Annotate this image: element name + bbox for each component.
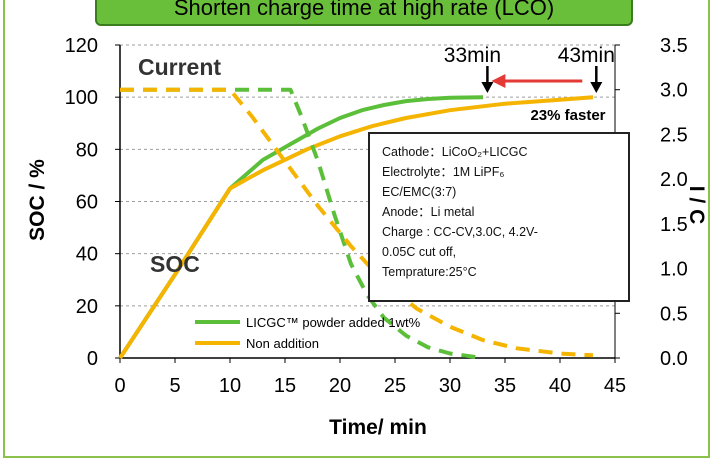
- y-tick-label: 0: [87, 348, 98, 370]
- slide-frame: [3, 0, 710, 458]
- x-tick-label: 5: [169, 375, 180, 397]
- current-series-line: [120, 87, 484, 360]
- y2-tick-label: 2.5: [660, 124, 688, 146]
- x-axis-title: Time/ min: [329, 416, 427, 439]
- y-tick-label: 40: [76, 244, 98, 266]
- x-tick-label: 35: [494, 375, 516, 397]
- legend-label: Non addition: [246, 336, 319, 351]
- down-arrow-head: [481, 82, 494, 93]
- soc-label: SOC: [150, 251, 200, 277]
- y2-tick-label: 1.5: [660, 214, 688, 236]
- info-line: Electrolyte：1M LiPF₆: [382, 165, 505, 179]
- y-tick-label: 120: [65, 35, 98, 57]
- y2-tick-label: 3.0: [660, 80, 688, 102]
- current-label: Current: [138, 54, 221, 80]
- info-line: Temprature:25°C: [382, 265, 477, 279]
- info-line: Cathode：LiCoO₂+LICGC: [382, 145, 528, 159]
- y2-tick-label: 0.0: [660, 348, 688, 370]
- speedup-label: 23% faster: [530, 107, 605, 124]
- experiment-conditions-box: Cathode：LiCoO₂+LICGC Electrolyte：1M LiPF…: [368, 132, 630, 302]
- legend-label: LICGC™ powder added 1wt%: [246, 315, 421, 330]
- y2-axis-title: I / C: [685, 186, 708, 225]
- y-tick-label: 20: [76, 296, 98, 318]
- x-tick-label: 45: [604, 375, 626, 397]
- slide-banner: Shorten charge time at high rate (LCO): [95, 0, 633, 26]
- y2-tick-label: 0.5: [660, 303, 688, 325]
- y-tick-label: 100: [65, 87, 98, 109]
- annotation-43min: 43min: [558, 44, 615, 67]
- info-line: 0.05C cut off,: [382, 245, 457, 259]
- speedup-arrow-head: [491, 74, 506, 88]
- x-tick-label: 0: [114, 375, 125, 397]
- y-tick-label: 80: [76, 139, 98, 161]
- x-tick-label: 15: [274, 375, 296, 397]
- y2-tick-label: 3.5: [660, 35, 688, 57]
- x-tick-label: 10: [219, 375, 241, 397]
- x-tick-label: 25: [384, 375, 406, 397]
- info-line: Anode：Li metal: [382, 205, 475, 219]
- annotation-33min: 33min: [444, 44, 501, 67]
- soc-series-line: [118, 95, 594, 360]
- info-line: EC/EMC(3:7): [382, 185, 457, 199]
- x-tick-label: 40: [549, 375, 571, 397]
- x-tick-label: 20: [329, 375, 351, 397]
- y-axis-title: SOC / %: [26, 159, 49, 241]
- info-line: Charge : CC-CV,3.0C, 4.2V-: [382, 225, 538, 239]
- x-tick-label: 30: [439, 375, 461, 397]
- y-tick-label: 60: [76, 192, 98, 214]
- down-arrow-head: [590, 82, 603, 93]
- y2-tick-label: 2.0: [660, 169, 688, 191]
- y2-tick-label: 1.0: [660, 259, 688, 281]
